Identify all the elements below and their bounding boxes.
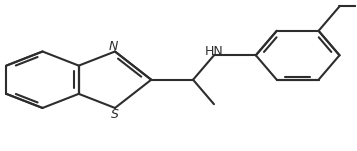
Text: HN: HN [205,45,223,58]
Text: S: S [111,108,119,121]
Text: N: N [108,40,117,53]
